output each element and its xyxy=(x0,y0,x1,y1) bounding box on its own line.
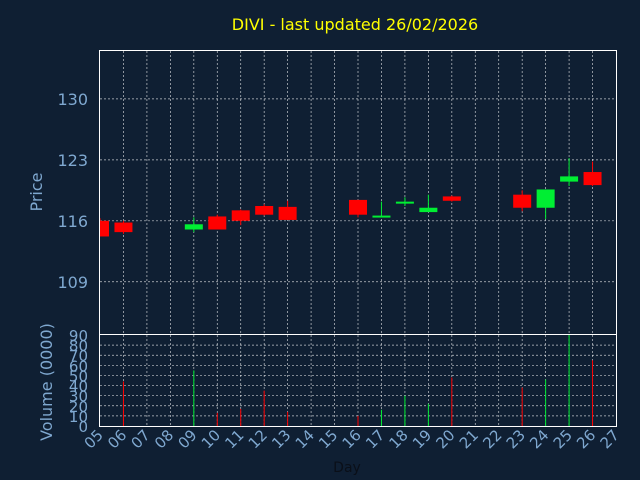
volume-tick-label: 60 xyxy=(69,357,88,375)
price-axis-label: Price xyxy=(27,172,46,211)
candle-body xyxy=(536,189,555,208)
x-tick-label: 25 xyxy=(550,426,576,452)
x-tick-label: 20 xyxy=(432,426,458,452)
x-tick-label: 21 xyxy=(456,426,482,452)
candle-body xyxy=(208,216,227,230)
candle-body xyxy=(442,196,461,201)
price-tick-label: 116 xyxy=(57,212,88,231)
candle-body xyxy=(278,206,297,220)
volume-tick-label: 50 xyxy=(69,367,88,385)
volume-gridlines xyxy=(100,335,616,426)
x-tick-label: 23 xyxy=(503,426,529,452)
x-tick-label: 07 xyxy=(128,426,154,452)
x-tick-label: 11 xyxy=(221,426,247,452)
candle-body xyxy=(184,224,203,230)
volume-tick-label: 20 xyxy=(69,398,88,416)
candlesticks xyxy=(99,158,602,237)
candle-body xyxy=(583,172,602,186)
price-tick-label: 109 xyxy=(57,273,88,292)
candle-body xyxy=(255,205,274,215)
x-tick-label: 17 xyxy=(362,426,388,452)
x-tick-label: 06 xyxy=(104,426,130,452)
x-tick-label: 15 xyxy=(315,426,341,452)
candle-body xyxy=(395,201,414,204)
x-tick-label: 16 xyxy=(339,426,365,452)
price-tick-label: 123 xyxy=(57,151,88,170)
candle-body xyxy=(100,220,109,237)
x-tick-label: 13 xyxy=(268,426,294,452)
volume-tick-label: 30 xyxy=(69,388,88,406)
x-tick-label: 24 xyxy=(526,426,552,452)
volume-panel-frame xyxy=(99,334,617,427)
candle-body xyxy=(231,210,250,221)
candle-body xyxy=(560,176,579,182)
candle-body xyxy=(513,194,532,208)
price-tick-label: 130 xyxy=(57,90,88,109)
x-tick-labels: 0506070809101112131415161718192021222324… xyxy=(81,426,623,452)
candle-body xyxy=(114,222,133,233)
x-tick-label: 14 xyxy=(292,426,318,452)
x-tick-label: 18 xyxy=(386,426,412,452)
candle-body xyxy=(419,207,438,213)
x-tick-label: 10 xyxy=(198,426,224,452)
price-tick-labels: 109 116 123 130 xyxy=(57,90,88,292)
volume-bars xyxy=(122,335,594,426)
volume-tick-label: 40 xyxy=(69,378,88,396)
volume-tick-label: 90 xyxy=(69,327,88,345)
volume-tick-label: 80 xyxy=(69,337,88,355)
volume-tick-label: 70 xyxy=(69,347,88,365)
x-tick-label: 27 xyxy=(597,426,623,452)
x-axis-label: Day xyxy=(333,460,361,476)
volume-axis-label: Volume (0000) xyxy=(37,323,56,441)
x-tick-label: 19 xyxy=(409,426,435,452)
candle-body xyxy=(372,215,391,218)
x-tick-label: 12 xyxy=(245,426,271,452)
x-tick-label: 09 xyxy=(174,426,200,452)
x-tick-label: 22 xyxy=(479,426,505,452)
chart-title: DIVI - last updated 26/02/2026 xyxy=(232,15,478,34)
x-tick-label: 08 xyxy=(151,426,177,452)
candle-body xyxy=(349,199,367,215)
volume-tick-label: 10 xyxy=(69,408,88,426)
x-tick-label: 26 xyxy=(573,426,599,452)
volume-tick-label: 0 xyxy=(78,418,88,436)
